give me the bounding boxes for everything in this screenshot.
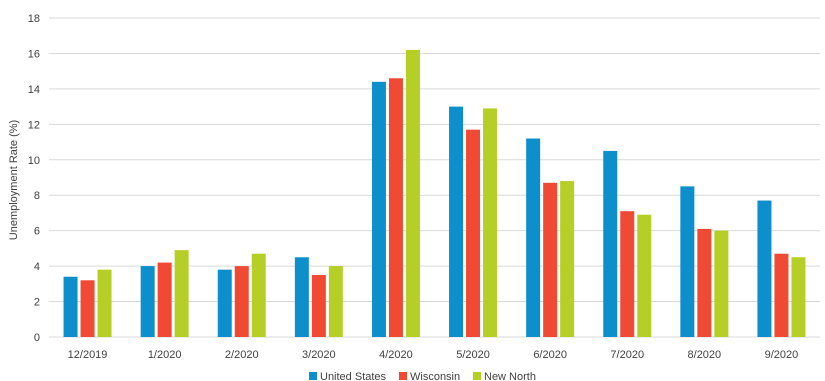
x-tick-label: 3/2020: [302, 349, 336, 361]
x-tick-label: 7/2020: [610, 349, 644, 361]
x-tick-label: 6/2020: [533, 349, 567, 361]
bar-united-states: [371, 81, 386, 337]
bar-united-states: [757, 200, 772, 337]
x-tick-label: 5/2020: [456, 349, 490, 361]
bar-new-north: [714, 230, 729, 337]
bar-wisconsin: [157, 262, 172, 337]
bar-new-north: [328, 266, 343, 337]
y-tick-label: 8: [34, 190, 40, 202]
y-tick-label: 18: [28, 13, 40, 25]
bar-new-north: [483, 108, 498, 337]
bar-united-states: [680, 186, 695, 337]
bar-wisconsin: [697, 228, 712, 337]
x-axis-ticks: 12/2019 1/2020 2/2020 3/2020 4/2020 5/2020 6/2…: [68, 349, 799, 361]
bar-wisconsin: [388, 78, 403, 337]
y-tick-label: 12: [28, 119, 40, 131]
legend: United States Wisconsin New North: [309, 371, 536, 381]
x-tick-label: 2/2020: [225, 349, 259, 361]
bar-new-north: [560, 181, 575, 337]
bar-new-north: [251, 253, 266, 337]
bar-new-north: [791, 257, 806, 337]
x-tick-label: 4/2020: [379, 349, 413, 361]
bar-wisconsin: [620, 211, 635, 337]
legend-swatch: [309, 372, 317, 380]
bar-new-north: [405, 49, 420, 338]
legend-label: Wisconsin: [410, 371, 460, 381]
y-tick-label: 6: [34, 226, 40, 238]
legend-label: United States: [320, 371, 387, 381]
bar-new-north: [97, 269, 112, 337]
y-tick-label: 0: [34, 332, 40, 344]
bar-new-north: [174, 250, 189, 337]
bar-united-states: [140, 266, 155, 337]
y-tick-label: 10: [28, 155, 40, 167]
bar-wisconsin: [774, 253, 789, 337]
bar-united-states: [526, 138, 541, 337]
bar-united-states: [217, 269, 232, 337]
x-tick-label: 8/2020: [688, 349, 722, 361]
bar-wisconsin: [80, 280, 95, 337]
bars: [63, 49, 806, 338]
x-tick-label: 1/2020: [148, 349, 182, 361]
bar-new-north: [637, 214, 652, 337]
y-tick-label: 4: [34, 261, 40, 273]
bar-united-states: [603, 150, 618, 337]
bar-wisconsin: [543, 182, 558, 337]
bar-wisconsin: [311, 274, 326, 337]
legend-swatch: [473, 372, 481, 380]
legend-swatch: [399, 372, 407, 380]
y-tick-label: 14: [28, 84, 40, 96]
y-tick-label: 2: [34, 297, 40, 309]
bar-united-states: [294, 257, 309, 337]
y-axis-label: Unemployment Rate (%): [8, 120, 20, 240]
x-tick-label: 9/2020: [765, 349, 799, 361]
y-axis-ticks: 0 2 4 6 8 10 12 14 16 18: [28, 13, 40, 344]
y-tick-label: 16: [28, 48, 40, 60]
x-tick-label: 12/2019: [68, 349, 108, 361]
bar-wisconsin: [234, 266, 249, 337]
legend-label: New North: [484, 371, 536, 381]
bar-wisconsin: [466, 129, 481, 337]
bar-united-states: [63, 276, 78, 337]
bar-united-states: [449, 106, 464, 337]
